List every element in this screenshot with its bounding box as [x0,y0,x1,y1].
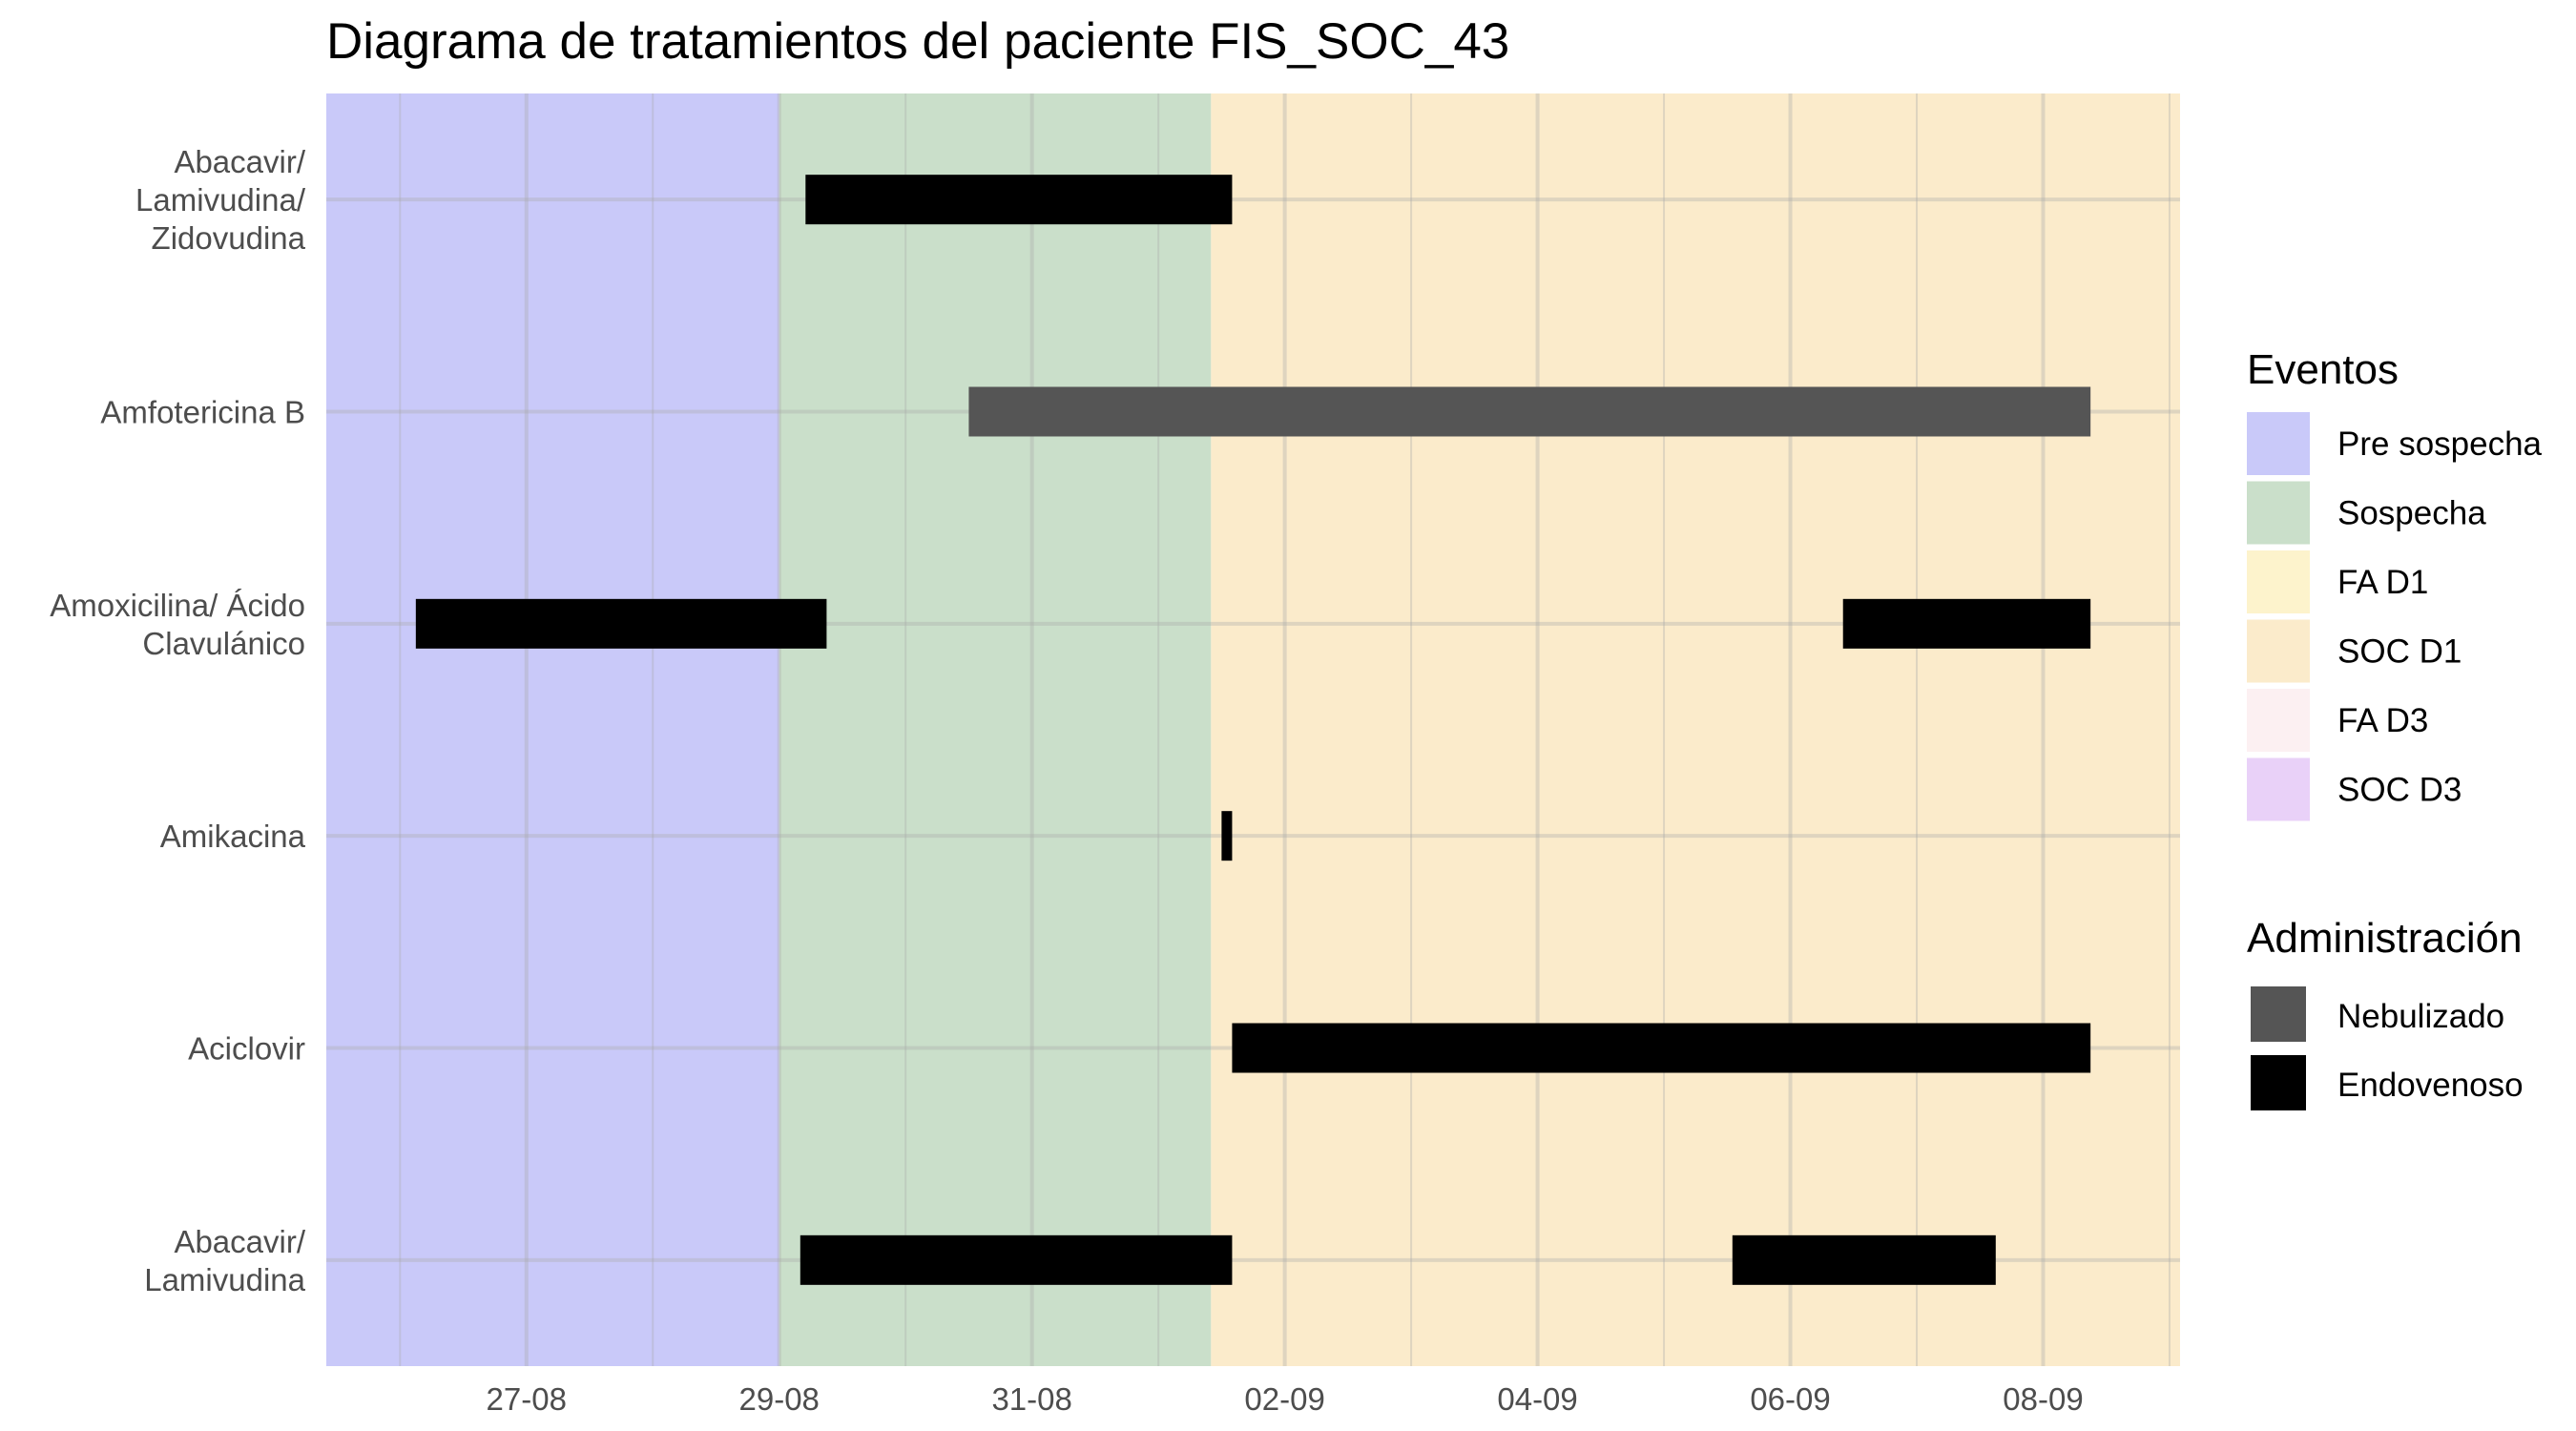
y-label-line: Lamivudina [144,1262,305,1297]
legend-label-administration: Nebulizado [2337,998,2504,1035]
y-label-0: Abacavir/Lamivudina/Zidovudina [135,144,306,256]
legend-title-administration: Administración [2247,915,2523,962]
treatment-bar-6 [800,1234,1233,1285]
x-axis-labels: 27-08 29-08 31-08 02-09 04-09 06-09 08-09 [487,1381,2084,1417]
treatment-bar-4 [1221,811,1233,861]
legend-label-event: SOC D1 [2337,633,2462,671]
y-label-line: Aciclovir [188,1031,305,1067]
legend-swatch-event [2247,412,2310,475]
y-label-line: Amoxicilina/ Ácido [50,588,305,623]
legend-label-event: FA D1 [2337,564,2428,601]
treatment-bar-2 [415,598,827,649]
y-label-line: Amikacina [160,819,306,854]
y-label-line: Abacavir/ [174,1224,305,1259]
legend-label-event: SOC D3 [2337,772,2462,809]
chart-title: Diagrama de tratamientos del paciente FI… [326,13,1509,70]
legend-swatch-event [2247,619,2310,683]
legend-label-administration: Endovenoso [2337,1067,2524,1104]
legend-swatch-event [2247,481,2310,545]
legend-swatch-administration [2251,1055,2306,1110]
y-label-4: Aciclovir [188,1031,305,1067]
x-tick-label-2: 31-08 [991,1381,1071,1417]
x-tick-label-1: 29-08 [739,1381,820,1417]
x-tick-label-3: 02-09 [1244,1381,1324,1417]
x-tick-label-5: 06-09 [1750,1381,1830,1417]
legend-swatch-event [2247,757,2310,821]
y-label-3: Amikacina [160,819,306,854]
treatment-bar-5 [1232,1023,2091,1073]
treatment-bar-7 [1732,1234,1996,1285]
y-label-2: Amoxicilina/ Ácido Clavulánico [50,588,305,661]
legend: Eventos Pre sospecha Sospecha FA D1 SOC D1 FA… [2247,346,2543,1110]
event-band-0 [326,93,779,1366]
y-label-line: Amfotericina B [100,395,305,430]
y-label-1: Amfotericina B [100,395,305,430]
event-band-1 [779,93,1212,1366]
y-label-line: Clavulánico [142,626,305,661]
legend-title-events: Eventos [2247,346,2399,393]
y-label-line: Zidovudina [152,220,306,256]
x-tick-label-4: 04-09 [1497,1381,1577,1417]
event-band-2 [1211,93,2180,1366]
x-tick-label-6: 08-09 [2003,1381,2083,1417]
y-label-5: Abacavir/Lamivudina [144,1224,306,1297]
treatment-bars [415,175,2091,1285]
y-label-line: Lamivudina/ [135,182,306,218]
treatment-bar-0 [805,175,1233,225]
event-bands [326,93,2180,1366]
x-tick-label-0: 27-08 [487,1381,567,1417]
legend-label-event: Pre sospecha [2337,425,2543,463]
y-label-line: Abacavir/ [174,144,305,179]
legend-label-event: FA D3 [2337,702,2428,739]
legend-label-event: Sospecha [2337,495,2486,532]
legend-swatch-administration [2251,986,2306,1042]
legend-swatch-event [2247,689,2310,752]
legend-swatch-event [2247,550,2310,613]
y-axis-labels: Abacavir/Lamivudina/Zidovudina Amfoterici… [50,144,306,1297]
treatment-bar-1 [968,386,2091,437]
treatment-bar-3 [1842,598,2091,649]
